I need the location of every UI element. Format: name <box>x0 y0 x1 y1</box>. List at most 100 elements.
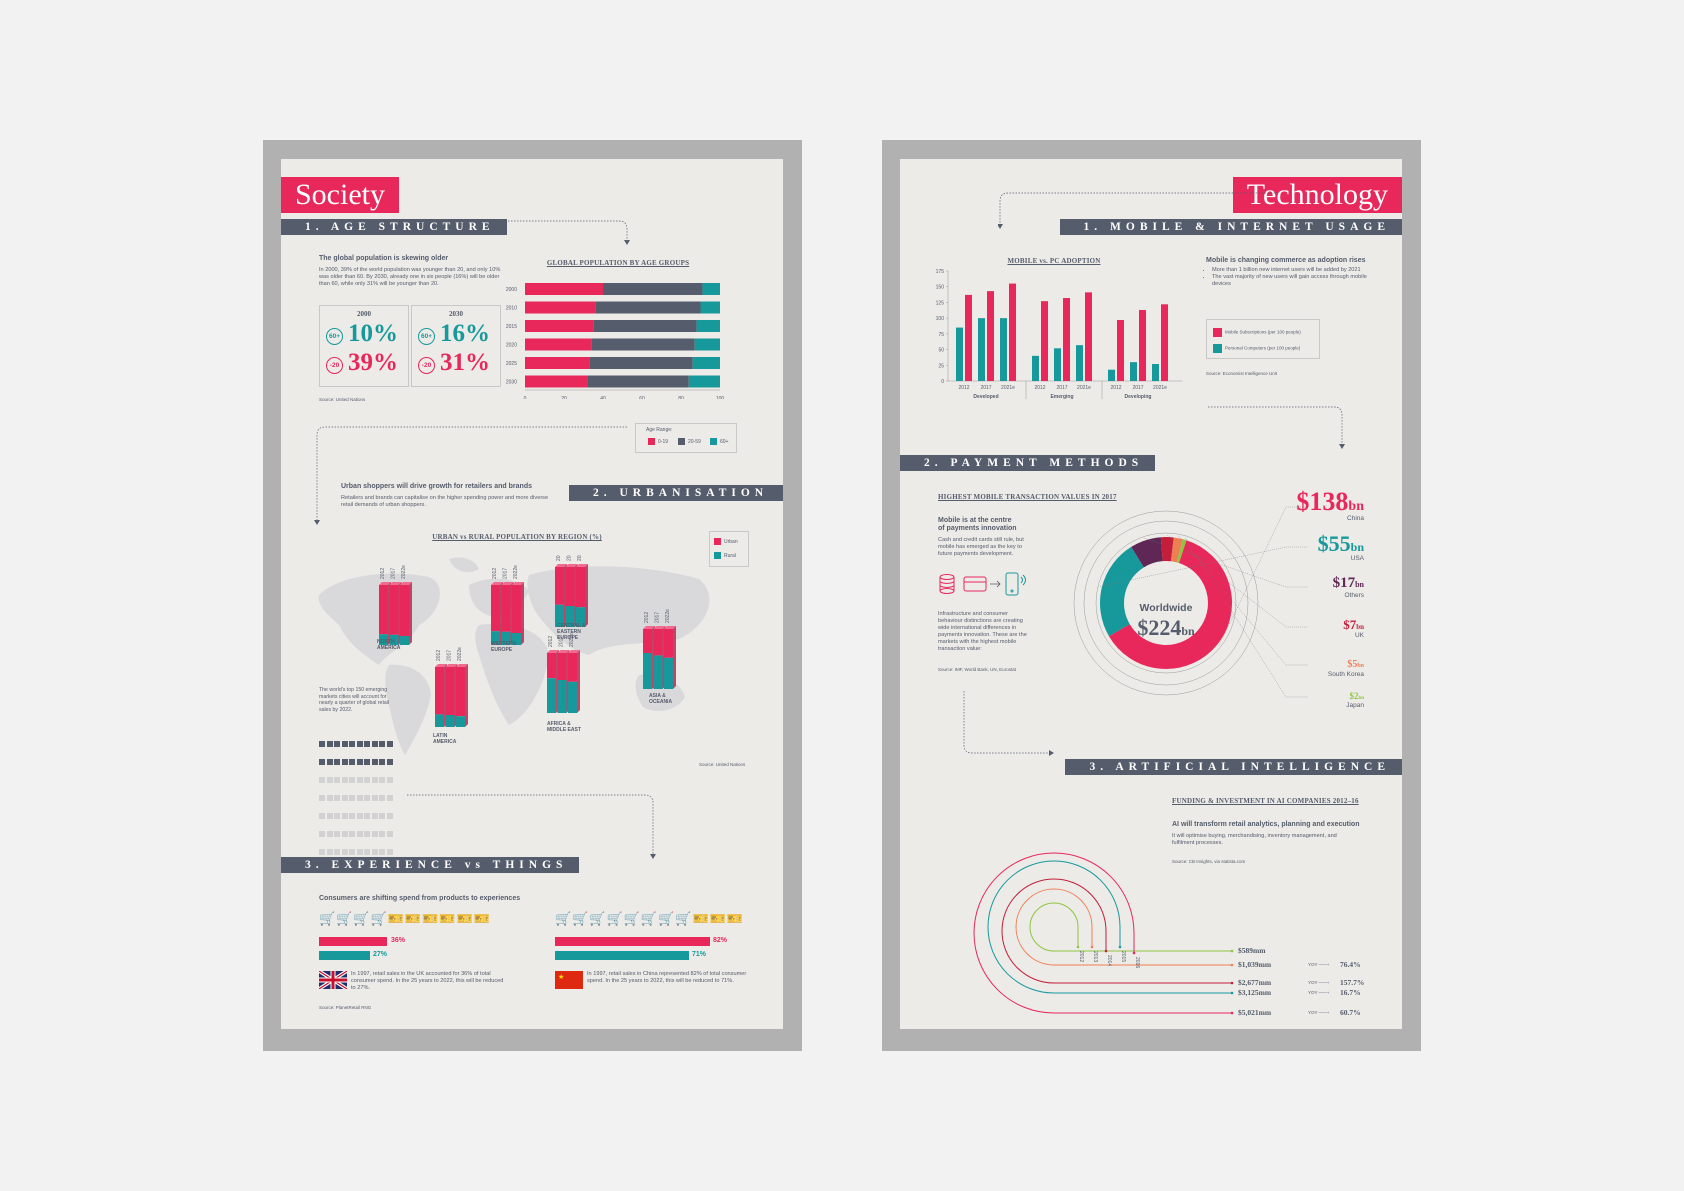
group-label: Developing <box>1125 394 1152 400</box>
leader-line <box>1185 537 1308 698</box>
ai-arc-line <box>1029 902 1232 952</box>
age-bar-segment <box>700 301 720 314</box>
building-icon <box>341 794 348 801</box>
mobile-bar <box>1009 283 1016 381</box>
bar-top-face <box>653 626 666 629</box>
urban-bar <box>512 585 521 633</box>
ai-value: $2,677mm <box>1238 978 1272 987</box>
pc-bar <box>1152 364 1159 381</box>
y-tick-label: 100 <box>936 316 945 322</box>
building-icon <box>364 758 370 765</box>
bar-top-face <box>445 664 458 667</box>
emerging-markets-note: The world's top 150 emerging markets cit… <box>319 687 390 713</box>
china-value-2022: 71% <box>692 951 707 958</box>
age-heading: The global population is skewing older <box>319 255 449 262</box>
stat-box-2000: 2000 60+ 10% -20 39% <box>319 305 409 387</box>
building-icon <box>341 812 348 819</box>
technology-poster: Technology 1. MOBILE & INTERNET USAGE MO… <box>882 140 1421 1051</box>
building-icon <box>326 776 333 783</box>
urban-bar <box>547 653 556 679</box>
young-pct: 31% <box>440 349 490 376</box>
building-icon <box>326 740 333 747</box>
mobile-bullets: More than 1 billion new internet users w… <box>1198 267 1378 288</box>
building-icon <box>326 794 333 801</box>
bar-year-label: 2022e <box>577 555 583 561</box>
bar-year-label: 2022e <box>401 565 407 579</box>
section-bar-artificial-intelligence: 3. ARTIFICIAL INTELLIGENCE <box>1065 759 1402 775</box>
group-label: Developed <box>973 394 998 400</box>
urban-bar <box>389 585 399 635</box>
ai-arc-dot <box>1090 945 1094 949</box>
building-icon <box>341 740 348 747</box>
legend-label: Mobile Subscriptions (per 100 people) <box>1225 329 1301 335</box>
badge-60plus-icon: 60+ <box>418 328 435 345</box>
center-value-number: $224 <box>1137 615 1182 640</box>
ai-yoy-label: YOY ——› <box>1308 962 1330 967</box>
market-unit: bn <box>1358 696 1364 701</box>
payment-body-2: Infrastructure and consumer behaviour di… <box>938 611 1027 652</box>
swatch <box>1213 344 1222 353</box>
society-poster: Society 1. AGE STRUCTURE The global popu… <box>263 140 802 1051</box>
payment-source: Source: IMF, World Bank, UN, Eurostat <box>938 667 1016 672</box>
age-category-label: 2000 <box>506 287 517 293</box>
mobile-bar <box>1139 309 1146 381</box>
ai-arc-dot <box>1118 945 1122 949</box>
market-unit: bn <box>1355 580 1364 589</box>
age-legend: Age Range: 0-19 20-59 60+ <box>635 423 737 453</box>
old-pct: 16% <box>440 320 490 347</box>
bullet-item: More than 1 billion new internet users w… <box>1212 267 1378 274</box>
building-icon <box>379 794 385 801</box>
section-bar-age-structure: 1. AGE STRUCTURE <box>281 219 507 235</box>
building-icon <box>379 776 385 783</box>
building-icon <box>364 848 370 855</box>
building-icon <box>356 848 363 855</box>
mobile-bar <box>1063 298 1070 381</box>
bar-top-face <box>379 582 391 585</box>
bar-year-label: 2017 <box>503 568 509 579</box>
pc-bar <box>956 327 963 381</box>
legend-item-20-59: 20-59 <box>678 438 701 445</box>
age-bar-segment <box>603 283 703 295</box>
mobile-legend: Mobile Subscriptions (per 100 people) Pe… <box>1206 319 1320 359</box>
building-icon <box>386 740 393 747</box>
technology-paper: Technology 1. MOBILE & INTERNET USAGE MO… <box>900 159 1402 1029</box>
rural-bar <box>653 655 663 689</box>
ai-end-dot <box>1230 949 1234 953</box>
ai-yoy-label: YOY ——› <box>1308 980 1330 985</box>
bar-top-face <box>576 564 588 567</box>
age-chart-title: GLOBAL POPULATION BY AGE GROUPS <box>546 259 690 267</box>
bar-year-label: 2022e <box>665 609 671 623</box>
uk-bar-1997 <box>319 937 387 946</box>
market-country: UK <box>1354 632 1364 639</box>
badge-under20-icon: -20 <box>418 357 435 374</box>
legend-rural: Rural <box>714 552 736 559</box>
x-tick-label: 2012 <box>958 385 969 391</box>
market-country: China <box>1347 515 1364 522</box>
x-tick-label: 100 <box>716 396 725 399</box>
old-pct: 10% <box>348 320 398 347</box>
urban-bar <box>653 629 663 656</box>
cart-ticket-icons-china: 🛒🛒🛒🛒🛒🛒🛒🛒🎫🎫🎫 <box>555 911 745 926</box>
experience-heading: Consumers are shifting spend from produc… <box>319 895 521 902</box>
donut-slice <box>1170 537 1183 563</box>
connector-arrow <box>963 691 1054 756</box>
badge-60plus-icon: 60+ <box>326 328 343 345</box>
building-icon <box>326 758 333 765</box>
urban-heading: Urban shoppers will drive growth for ret… <box>341 483 532 490</box>
building-icon <box>371 812 378 819</box>
building-icon <box>364 830 370 837</box>
bar-year-label: 2017 <box>559 636 565 647</box>
age-bar-segment <box>525 283 603 295</box>
y-tick-label: 50 <box>938 348 944 354</box>
ai-arc-line <box>1001 878 1232 984</box>
pc-bar <box>1108 369 1115 381</box>
payment-icons <box>939 572 1026 596</box>
donut-center-label: Worldwide <box>1139 602 1193 614</box>
bar-side-face <box>465 664 468 727</box>
urban-bar <box>501 585 511 632</box>
swatch <box>714 538 721 545</box>
x-tick-label: 2021e <box>1077 385 1091 391</box>
building-icon <box>326 848 333 855</box>
bar-top-face <box>512 582 524 585</box>
bar-year-label: 2012 <box>436 650 442 661</box>
